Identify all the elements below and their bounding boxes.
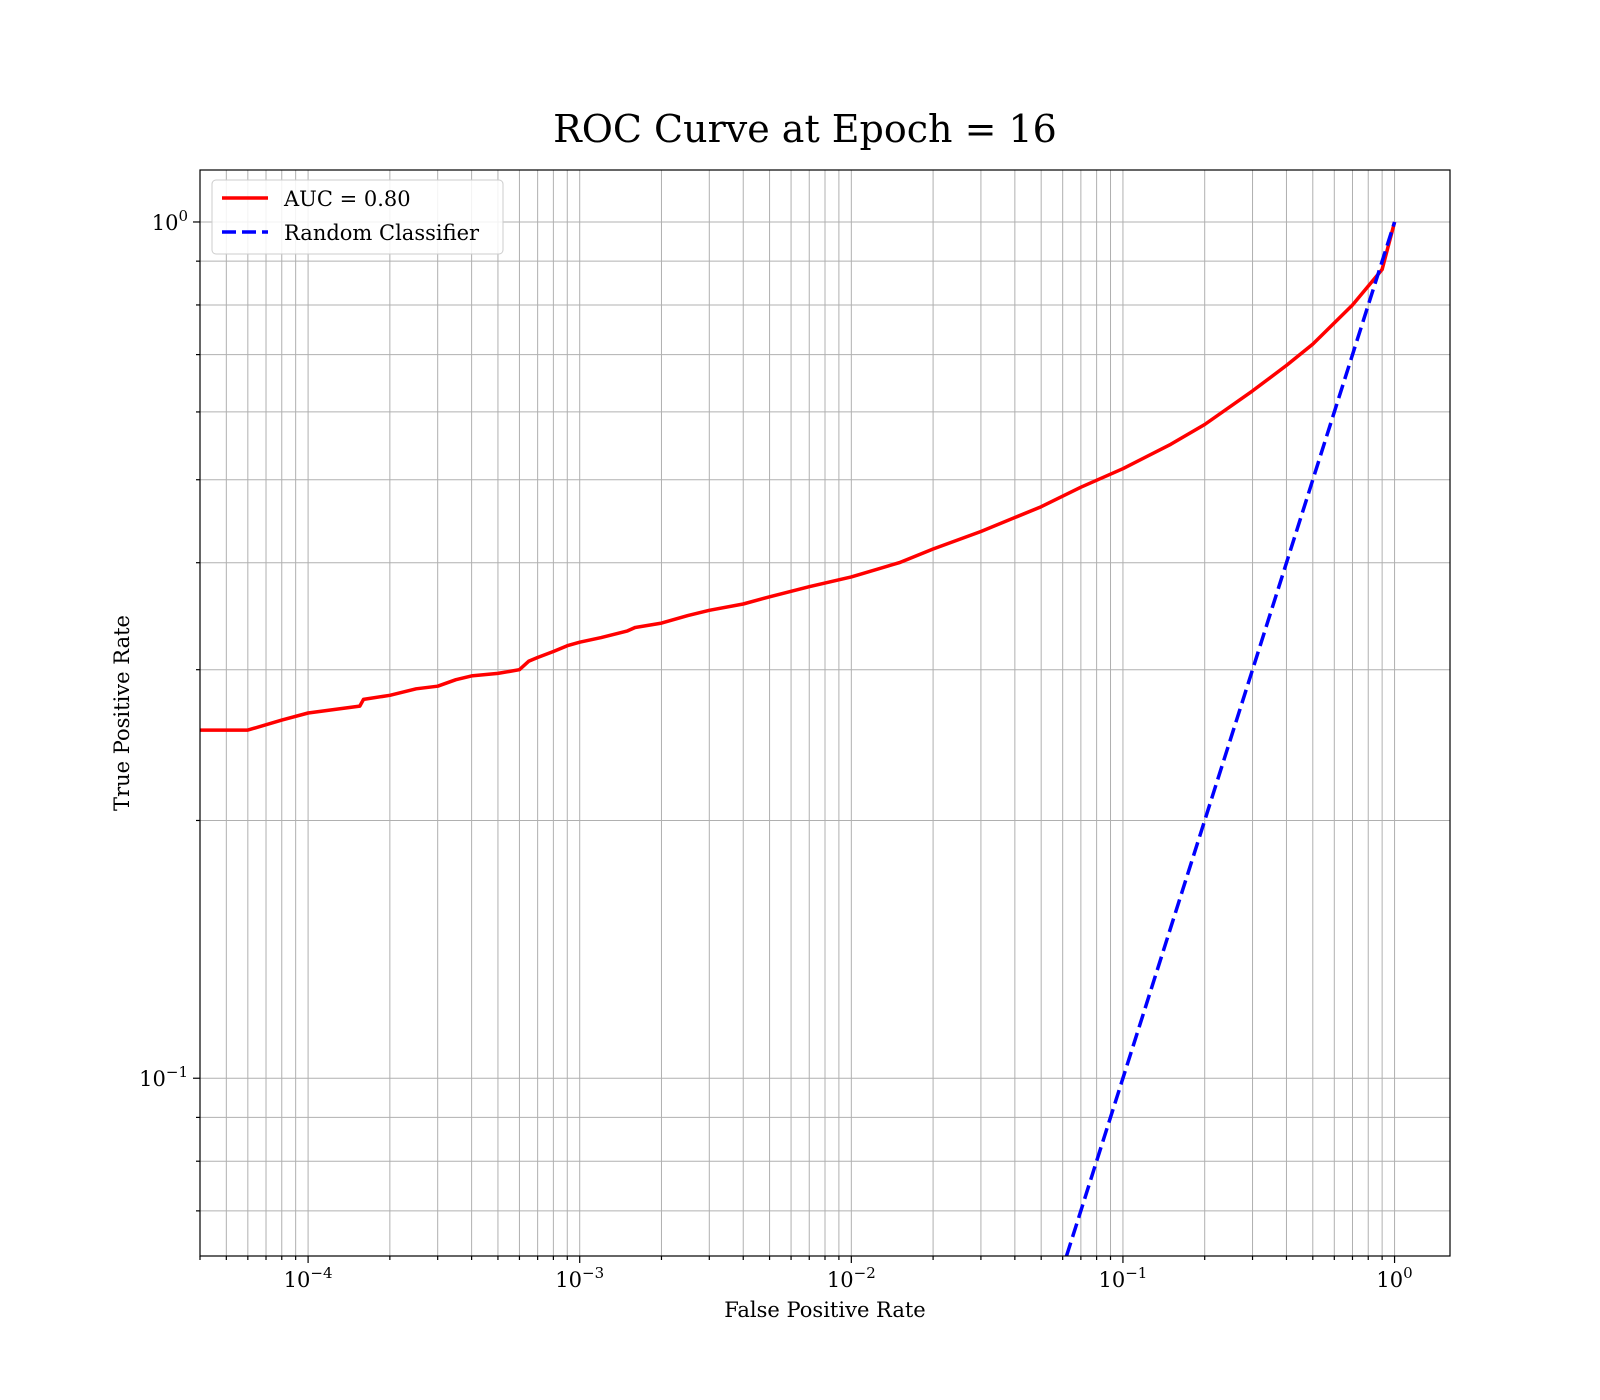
legend-box [211,179,504,255]
x-tick-label: 10−3 [555,1264,604,1292]
random-classifier-line [1064,221,1397,1256]
x-tick-label: 10−1 [1099,1264,1148,1292]
x-tick-label: 10−2 [827,1264,876,1292]
chart-title: ROC Curve at Epoch = 16 [553,107,1057,151]
x-tick-label: 100 [1376,1264,1412,1292]
y-tick-label: 10−1 [139,1063,188,1091]
x-tick-label: 10−4 [284,1264,333,1292]
roc-curve-line [200,221,1397,732]
y-axis-label: True Positive Rate [110,615,134,811]
series-layer [200,221,1397,1256]
legend-label-auc: AUC = 0.80 [283,187,411,211]
legend: AUC = 0.80 Random Classifier [211,179,504,255]
x-axis-label: False Positive Rate [724,1298,925,1322]
ticks: 10−4 10−3 10−2 10−1 100 10−1 100 [139,207,1413,1292]
y-tick-label: 100 [152,207,188,235]
grid [199,170,1450,1256]
legend-label-random: Random Classifier [284,221,480,245]
